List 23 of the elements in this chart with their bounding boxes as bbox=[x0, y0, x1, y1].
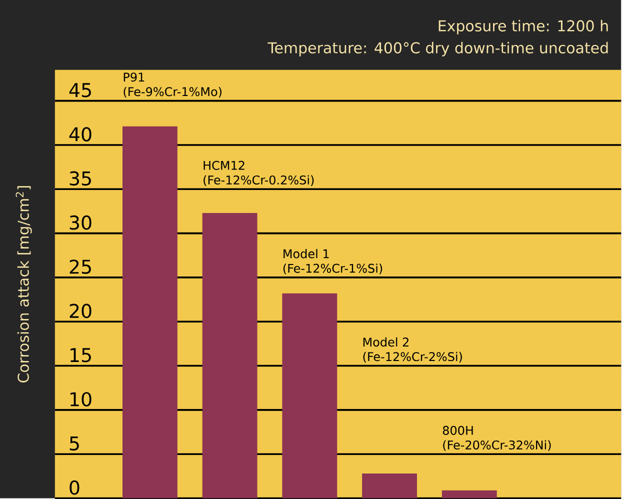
x-tick-label: 800H bbox=[442, 426, 473, 435]
y-axis-title: Corrosion attack [mg/cm$^{2}$] bbox=[16, 186, 32, 382]
x-tick-label: P91 bbox=[124, 72, 144, 82]
chart-subtitle: Temperature: 400°C dry down-time uncoated bbox=[268, 42, 608, 56]
y-tick-label: 30 bbox=[70, 215, 92, 230]
x-tick-label: Model 1 bbox=[284, 248, 329, 258]
annotation: (Fe-12%Cr-1%Si) bbox=[283, 264, 382, 274]
annotation: (Fe-12%Cr-0.2%Si) bbox=[204, 175, 314, 186]
y-tick-label: 40 bbox=[69, 127, 92, 142]
y-tick-label: 0 bbox=[70, 480, 80, 495]
annotation: (Fe-20%Cr-32%Ni) bbox=[443, 440, 551, 451]
y-tick-label: 20 bbox=[70, 304, 92, 318]
chart-title: Exposure time: 1200 h bbox=[438, 20, 608, 34]
x-tick-label: HCM12 bbox=[204, 160, 244, 170]
y-tick-label: 5 bbox=[70, 436, 79, 450]
y-tick-label: 25 bbox=[70, 260, 91, 274]
annotation: (Fe-9%Cr-1%Mo) bbox=[124, 86, 222, 98]
y-tick-label: 35 bbox=[70, 171, 91, 186]
y-tick-label: 45 bbox=[69, 83, 91, 98]
y-tick-label: 15 bbox=[70, 348, 91, 362]
x-tick-label: Model 2 bbox=[363, 337, 408, 347]
y-tick-label: 10 bbox=[70, 392, 92, 406]
annotation: (Fe-12%Cr-2%Si) bbox=[363, 352, 462, 363]
